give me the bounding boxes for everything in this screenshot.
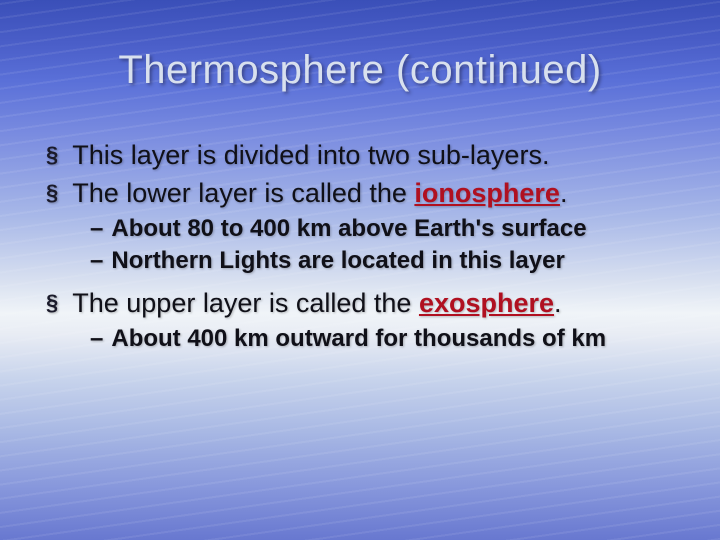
slide: Thermosphere (continued) § This layer is… bbox=[0, 0, 720, 540]
bullet-glyph: § bbox=[46, 176, 58, 210]
keyword-ionosphere: ionosphere bbox=[414, 178, 560, 208]
bullet-text: The upper layer is called the exosphere. bbox=[72, 286, 561, 320]
bullet-post: . bbox=[560, 178, 568, 208]
bullet-glyph: § bbox=[46, 138, 58, 172]
bullet-text: This layer is divided into two sub-layer… bbox=[72, 138, 549, 172]
sub-glyph: – bbox=[90, 214, 103, 244]
bullet-item: § This layer is divided into two sub-lay… bbox=[46, 138, 680, 172]
sub-text: About 400 km outward for thousands of km bbox=[111, 324, 606, 354]
sub-bullet-item: – Northern Lights are located in this la… bbox=[90, 246, 680, 276]
bullet-pre: The lower layer is called the bbox=[72, 178, 414, 208]
bullet-post: . bbox=[554, 288, 562, 318]
spacer bbox=[46, 278, 680, 286]
bullet-item: § The lower layer is called the ionosphe… bbox=[46, 176, 680, 210]
bullet-item: § The upper layer is called the exospher… bbox=[46, 286, 680, 320]
sub-text: Northern Lights are located in this laye… bbox=[111, 246, 564, 276]
keyword-exosphere: exosphere bbox=[419, 288, 554, 318]
sub-glyph: – bbox=[90, 246, 103, 276]
sub-bullet-item: – About 400 km outward for thousands of … bbox=[90, 324, 680, 354]
sub-bullet-item: – About 80 to 400 km above Earth's surfa… bbox=[90, 214, 680, 244]
slide-title: Thermosphere (continued) bbox=[0, 48, 720, 93]
bullet-pre: The upper layer is called the bbox=[72, 288, 419, 318]
sub-text: About 80 to 400 km above Earth's surface bbox=[111, 214, 586, 244]
bullet-glyph: § bbox=[46, 286, 58, 320]
bullet-text: The lower layer is called the ionosphere… bbox=[72, 176, 567, 210]
sub-glyph: – bbox=[90, 324, 103, 354]
content-area: § This layer is divided into two sub-lay… bbox=[46, 138, 680, 356]
